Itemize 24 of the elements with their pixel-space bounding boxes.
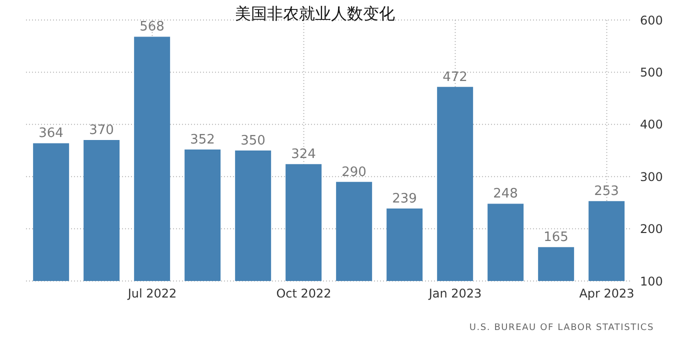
- data-label: 568: [140, 20, 164, 35]
- x-tick-label: Jan 2023: [428, 286, 482, 301]
- y-tick-label: 100: [640, 274, 663, 288]
- data-label: 352: [190, 132, 215, 148]
- chart-title: 美国非农就业人数变化: [235, 4, 395, 23]
- y-tick-label: 400: [640, 118, 663, 132]
- x-tick-label: Jul 2022: [126, 286, 177, 301]
- y-tick-label: 300: [640, 170, 663, 184]
- data-label: 472: [442, 70, 468, 85]
- data-label: 370: [89, 123, 114, 138]
- data-label: 290: [342, 164, 366, 180]
- x-tick-label: Apr 2023: [579, 286, 634, 301]
- y-tick-label: 600: [640, 13, 663, 28]
- y-tick-label: 200: [640, 222, 663, 236]
- data-label: 364: [38, 126, 64, 142]
- data-label: 350: [240, 134, 266, 148]
- y-tick-label: 500: [640, 65, 663, 80]
- text: U.S. BUREAU OF LABOR STATISTICS: [469, 323, 654, 333]
- data-label: 239: [392, 191, 417, 206]
- data-label: 248: [493, 186, 518, 202]
- x-tick-label: Oct 2022: [276, 286, 332, 301]
- data-label: 253: [594, 184, 619, 200]
- data-label: 324: [291, 147, 316, 162]
- data-label: 165: [544, 230, 568, 246]
